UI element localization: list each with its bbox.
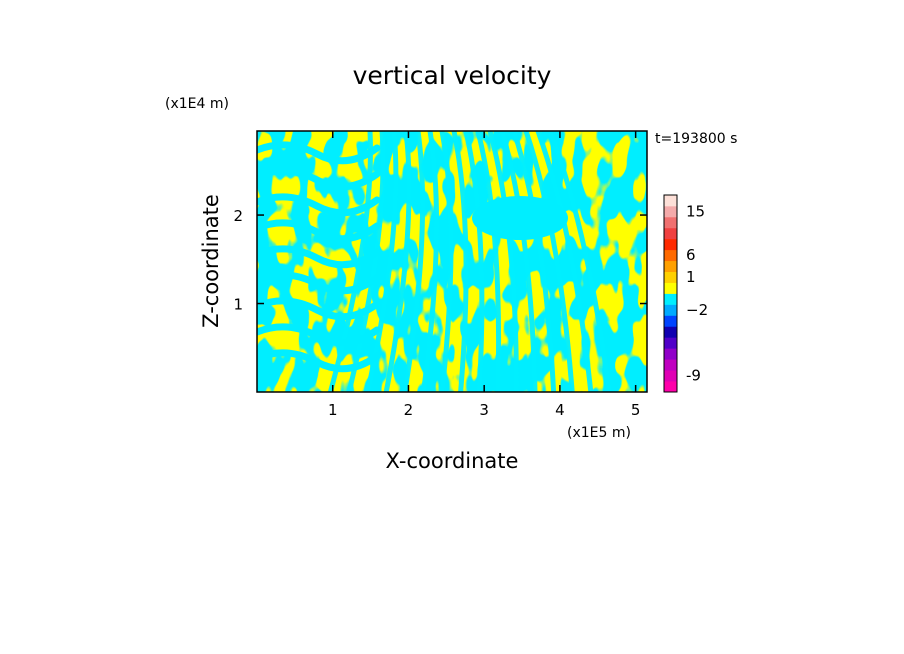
colorbar-swatch — [664, 195, 677, 207]
x-tick-label: 3 — [479, 401, 489, 419]
wave-stripe — [257, 349, 381, 373]
wave-stripe — [535, 131, 594, 392]
y-axis: 12 — [233, 207, 647, 314]
wave-stripe — [257, 141, 381, 165]
colorbar-label: −2 — [686, 301, 708, 319]
wave-stripe — [420, 131, 440, 392]
wave-stripe — [463, 131, 485, 392]
wave-stripe — [475, 131, 502, 392]
x-axis: 1 2 3 4 5 — [328, 131, 640, 419]
colorbar-swatch — [664, 370, 677, 382]
colorbar-swatch — [664, 293, 677, 305]
y-tick-label: 2 — [233, 207, 243, 225]
x-axis-label: X-coordinate — [386, 449, 519, 473]
x-tick-label: 5 — [631, 401, 641, 419]
colorbar-label: -9 — [686, 367, 701, 385]
wave-stripe — [257, 167, 381, 191]
wave-stripe — [365, 131, 399, 392]
x-tick-label: 1 — [328, 401, 338, 419]
wave-stripe — [511, 131, 557, 392]
wave-stripe — [346, 131, 386, 392]
plot-area — [256, 130, 648, 393]
colorbar-swatch — [664, 249, 677, 262]
wave-stripe — [487, 131, 519, 392]
colorbar-swatch — [664, 337, 677, 349]
wave-stripe — [257, 323, 381, 347]
wave-stripe — [257, 193, 381, 217]
wave-stripe — [402, 131, 426, 392]
colorbar-swatch — [664, 315, 677, 327]
colorbar-swatch — [664, 260, 677, 273]
wave-stripe — [383, 131, 412, 392]
negative-core — [472, 196, 568, 240]
colorbar-swatch — [664, 304, 677, 316]
wave-stripe — [523, 131, 575, 392]
y-axis-label: Z-coordinate — [199, 194, 223, 328]
colorbar-swatch — [664, 348, 677, 360]
colorbar-label: 15 — [686, 202, 705, 220]
plot-frame — [256, 130, 648, 393]
wave-stripe — [499, 131, 538, 392]
colorbar-swatch — [664, 381, 677, 393]
x-unit-label: (x1E5 m) — [567, 425, 631, 441]
colorbar-swatch — [664, 205, 677, 218]
wave-stripe — [547, 131, 612, 392]
wave-stripe — [327, 131, 373, 392]
time-label: t=193800 s — [655, 131, 737, 147]
colorbar-swatch — [664, 282, 677, 294]
wave-stripe — [257, 271, 381, 295]
colorbar-swatch — [664, 326, 677, 338]
colorbar-label: 1 — [686, 268, 696, 286]
colorbar: -9 −2 1 6 15 — [663, 194, 708, 393]
wave-stripe — [451, 131, 469, 392]
colorbar-frame — [663, 194, 678, 393]
y-unit-label: (x1E4 m) — [165, 96, 229, 112]
x-tick-label: 4 — [555, 401, 565, 419]
x-tick-label: 2 — [404, 401, 414, 419]
chart-title: vertical velocity — [353, 61, 552, 90]
colorbar-swatch — [664, 359, 677, 371]
colorbar-label: 6 — [686, 246, 696, 264]
wave-stripe — [257, 297, 381, 321]
wave-stripe — [439, 131, 454, 392]
wave-stripe — [257, 219, 381, 243]
y-tick-label: 1 — [233, 296, 243, 314]
colorbar-swatch — [664, 216, 677, 229]
wave-stripe — [257, 245, 381, 269]
wave-stripes — [257, 131, 612, 392]
colorbar-swatch — [664, 227, 677, 240]
colorbar-swatch — [664, 271, 677, 283]
colorbar-swatch — [664, 238, 677, 251]
